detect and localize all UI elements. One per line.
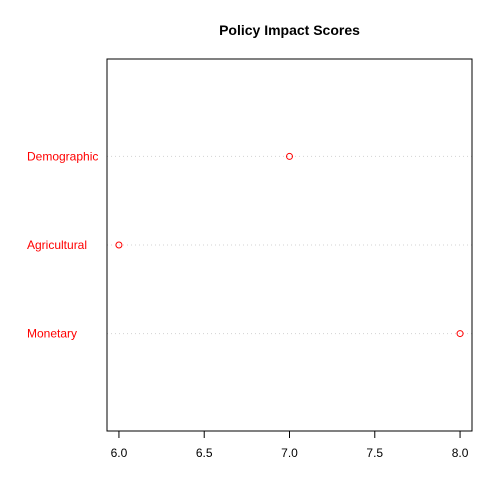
- point-agricultural: [115, 241, 123, 249]
- category-labels: Monetary Agricultural Demographic: [27, 149, 98, 340]
- x-tick-label: 6.5: [196, 446, 213, 460]
- point-monetary: [456, 330, 464, 338]
- x-tick-label: 6.0: [111, 446, 128, 460]
- category-label-agricultural: Agricultural: [27, 238, 87, 252]
- point-demographic: [286, 152, 293, 160]
- chart-title: Policy Impact Scores: [219, 22, 360, 38]
- x-tick-label: 7.5: [366, 446, 383, 460]
- plot-frame: [106, 58, 473, 432]
- category-label-demographic: Demographic: [27, 149, 98, 163]
- category-label-monetary: Monetary: [27, 327, 77, 341]
- data-points: [115, 152, 464, 338]
- category-guides: [107, 155, 472, 335]
- x-tick-label: 8.0: [452, 446, 469, 460]
- x-axis: 6.0 6.5 7.0 7.5 8.0: [111, 430, 469, 460]
- x-tick-label: 7.0: [281, 446, 298, 460]
